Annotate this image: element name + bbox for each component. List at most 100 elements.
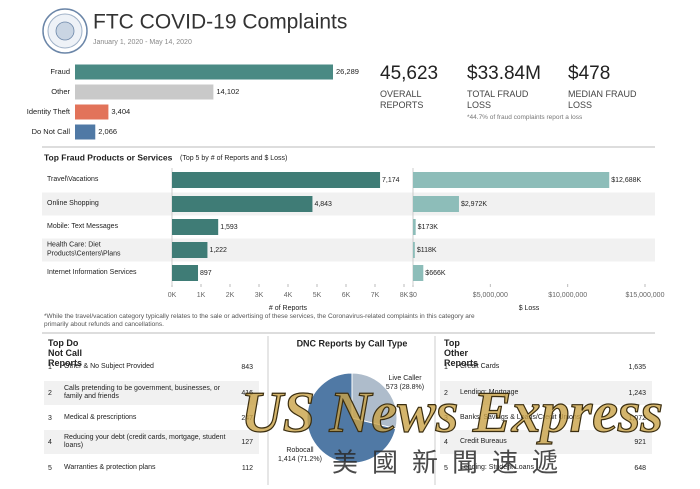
bar: [75, 84, 214, 100]
title: FTC COVID-19 Complaints: [93, 11, 347, 34]
slice-value: 573 (28.8%): [386, 384, 424, 391]
category-label: Do Not Call: [32, 127, 71, 136]
category-label: Online Shopping: [47, 199, 99, 207]
row-label: Calls pretending to be government, busin…: [64, 384, 221, 401]
x-tick-label: $0: [409, 292, 417, 299]
value-label: 2,066: [98, 127, 117, 136]
table-row: 5 Warranties & protection plans 112: [44, 456, 259, 480]
row-label: Warranties & protection plans: [64, 463, 156, 471]
row-label: Reducing your debt (credit cards, mortga…: [64, 433, 226, 450]
x-tick-label: 3K: [255, 292, 264, 299]
bar: [172, 172, 381, 188]
kpi: 45,623 OVERALL REPORTS: [380, 63, 460, 111]
rank: 1: [48, 363, 52, 371]
bar: [413, 265, 424, 281]
row-label: Lending: Mortgage: [460, 388, 519, 396]
row-value: 112: [241, 464, 253, 472]
row-label: Lending: Student Loans: [460, 463, 534, 471]
slice-value: 1,414 (71.2%): [278, 456, 322, 463]
row-label: Banks, Savings & Loans/Credit Unions: [460, 413, 581, 421]
table-row: 1 Other & No Subject Provided 843: [44, 355, 259, 379]
kpi-label: TOTAL FRAUD LOSS: [467, 89, 529, 110]
x-tick-label: $5,000,000: [473, 292, 508, 299]
pie-title: DNC Reports by Call Type: [297, 338, 408, 348]
bar: [75, 124, 96, 140]
kpi-value: 45,623: [380, 63, 439, 84]
kpi: $33.84M TOTAL FRAUD LOSS *44.7% of fraud c…: [467, 63, 582, 121]
bar: [75, 64, 333, 80]
rank: 3: [444, 414, 448, 422]
subtitle: January 1, 2020 - May 14, 2020: [93, 39, 192, 46]
rank: 2: [48, 389, 52, 397]
kpi-label: MEDIAN FRAUD LOSS: [568, 89, 637, 110]
kpi-value: $33.84M: [467, 63, 541, 84]
value-label: $666K: [425, 270, 446, 277]
value-label: 3,404: [111, 107, 130, 116]
value-label: $118K: [417, 247, 437, 254]
value-label: 14,102: [216, 87, 239, 96]
table-row: 5 Lending: Student Loans 648: [440, 456, 652, 480]
row-label: Credit Bureaus: [460, 437, 507, 445]
bar: [413, 196, 459, 212]
x-tick-label: 4K: [284, 292, 293, 299]
value-label: 26,289: [336, 67, 359, 76]
pie-slice: [351, 372, 398, 430]
category-label: Internet Information Services: [47, 268, 137, 276]
kpi-value: $478: [568, 63, 611, 84]
row-label: Other & No Subject Provided: [64, 362, 154, 370]
table-row: 1 Credit Cards 1,635: [440, 355, 652, 379]
row-label: Medical & prescriptions: [64, 413, 137, 421]
bar: [172, 219, 219, 235]
row-value: 1,072: [628, 414, 646, 422]
bar: [172, 242, 208, 258]
category-label: Mobile: Text Messages: [47, 222, 119, 230]
bar: [413, 172, 610, 188]
rank: 4: [444, 438, 448, 446]
x-tick-label: 8K: [400, 292, 409, 299]
x-tick-label: $10,000,000: [548, 292, 587, 299]
rank: 5: [48, 464, 52, 472]
category-label: Fraud: [50, 67, 70, 76]
row-value: 843: [241, 363, 253, 371]
kpi-note: *44.7% of fraud complaints report a loss: [467, 114, 583, 121]
kpi-label: OVERALL REPORTS: [380, 89, 424, 110]
row-value: 247: [241, 414, 253, 422]
rank: 2: [444, 389, 448, 397]
value-label: 1,222: [209, 247, 227, 254]
category-label: Other: [51, 87, 70, 96]
axis-title: $ Loss: [519, 305, 540, 312]
value-label: $2,972K: [461, 201, 487, 208]
x-tick-label: 5K: [313, 292, 322, 299]
x-tick-label: 2K: [226, 292, 235, 299]
x-tick-label: $15,000,000: [626, 292, 665, 299]
value-label: 1,593: [220, 224, 238, 231]
category-label: Travel\Vacations: [47, 175, 99, 183]
ftc-seal: [42, 8, 88, 54]
table-row: 3 Medical & prescriptions 247: [44, 406, 259, 430]
row-label: Credit Cards: [460, 362, 500, 370]
rank: 1: [444, 363, 448, 371]
row-value: 127: [241, 438, 253, 446]
section-subtitle: (Top 5 by # of Reports and $ Loss): [180, 155, 287, 162]
table-row: 3 Banks, Savings & Loans/Credit Unions 1,0…: [440, 406, 652, 430]
value-label: $173K: [418, 224, 439, 231]
x-tick-label: 7K: [371, 292, 380, 299]
table-row: 4 Credit Bureaus 921: [440, 430, 652, 454]
value-label: $12,688K: [611, 177, 641, 184]
rank: 3: [48, 414, 52, 422]
table-row: 2 Calls pretending to be government, busi…: [44, 381, 259, 405]
value-label: 897: [200, 270, 212, 277]
category-label: Identity Theft: [27, 107, 71, 116]
row-value: 921: [634, 438, 646, 446]
rank: 5: [444, 464, 448, 472]
table-title: Top Do Not Call Reports: [48, 338, 83, 368]
x-tick-label: 1K: [197, 292, 206, 299]
pie-slice: [306, 372, 397, 464]
axis-title: # of Reports: [269, 305, 308, 312]
bar: [413, 242, 415, 258]
footnote: *While the travel/vacation category typi…: [44, 313, 475, 328]
bar: [75, 104, 109, 120]
table-row: 2 Lending: Mortgage 1,243: [440, 381, 652, 405]
table-title: Top Other Reports: [444, 338, 479, 368]
